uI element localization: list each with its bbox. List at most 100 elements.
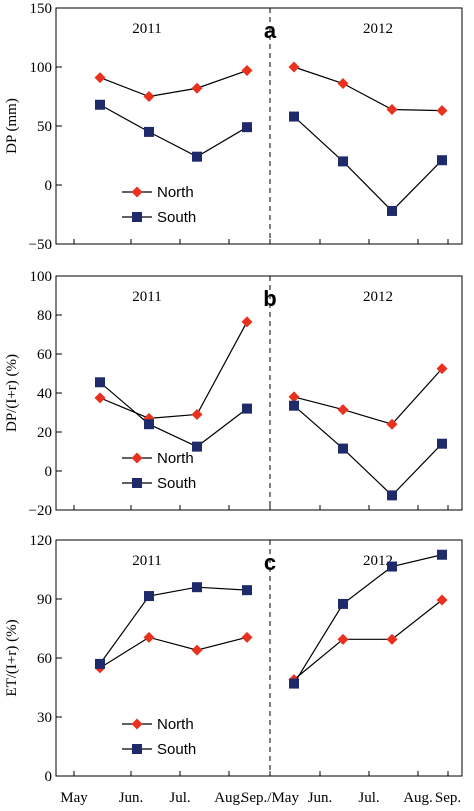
series-line: [99, 69, 248, 98]
y-tick-label: 50: [37, 119, 52, 135]
series-line: [293, 554, 443, 684]
series-line: [293, 405, 443, 497]
year-label: 2011: [132, 553, 161, 569]
legend-entry: South: [157, 209, 196, 226]
series-north: [94, 61, 448, 117]
series-line: [293, 116, 443, 212]
year-label: 2011: [132, 21, 161, 37]
data-point: [387, 490, 397, 501]
year-label: 2012: [363, 553, 393, 569]
data-point: [288, 61, 300, 73]
data-point: [95, 99, 105, 110]
y-tick-label: 90: [37, 592, 52, 608]
series-line: [99, 586, 248, 665]
y-tick-label: 100: [30, 60, 53, 76]
panel-c: 0 30 60 90 120 ET/(I+r) (%) 2011 2012 c North Sout…: [4, 533, 463, 785]
legend-entry: North: [157, 716, 194, 733]
year-label: 2012: [363, 21, 393, 37]
series-line: [293, 599, 443, 681]
data-point: [192, 441, 202, 452]
series-line: [99, 381, 248, 448]
y-tick-label: 60: [37, 651, 52, 667]
data-point: [337, 78, 349, 90]
series-line: [293, 66, 443, 112]
legend-entry: South: [157, 475, 196, 492]
data-point: [191, 408, 203, 420]
y-tick-label: 30: [37, 710, 52, 726]
legend: North South: [122, 450, 196, 492]
data-point: [289, 111, 299, 122]
legend-marker: [132, 744, 142, 754]
data-point: [242, 122, 252, 133]
data-point: [289, 678, 299, 689]
plot-frame: [55, 275, 463, 511]
legend-marker: [132, 478, 142, 488]
data-point: [338, 598, 348, 609]
legend-marker: [131, 452, 143, 464]
data-point: [337, 404, 349, 416]
x-tick-label: Aug.: [214, 790, 244, 806]
year-label: 2011: [132, 289, 161, 305]
data-point: [143, 631, 155, 643]
data-point: [436, 363, 448, 375]
data-point: [386, 633, 398, 645]
series-north: [94, 594, 448, 686]
x-tick-label: Jun.: [119, 790, 144, 806]
y-tick-label: 0: [45, 178, 53, 194]
data-point: [95, 658, 105, 669]
panel-b: −20 0 20 40 60 80 100 DP/(I+r) (%) 2011 2012 b Nort…: [4, 269, 463, 519]
data-point: [94, 72, 106, 84]
data-point: [144, 126, 154, 137]
data-point: [386, 103, 398, 115]
data-point: [337, 633, 349, 645]
y-axis-label: DP/(I+r) (%): [4, 354, 20, 432]
data-point: [191, 644, 203, 656]
data-point: [387, 561, 397, 572]
panel-label: a: [264, 18, 277, 43]
plot-frame: [55, 7, 463, 245]
legend-marker: [132, 212, 142, 222]
data-point: [437, 438, 447, 449]
legend: North South: [122, 184, 196, 226]
series-line: [99, 636, 248, 669]
series-south: [95, 99, 447, 216]
data-point: [192, 582, 202, 593]
y-tick-label: −20: [29, 503, 52, 519]
legend-entry: South: [157, 741, 196, 758]
data-point: [386, 418, 398, 430]
series-line: [99, 321, 248, 419]
y-axis-label: DP (mm): [4, 98, 20, 154]
x-tick-label: Jul.: [358, 790, 379, 806]
x-tick-label: Sep.: [435, 790, 461, 806]
data-point: [144, 419, 154, 430]
data-point: [338, 156, 348, 167]
data-point: [94, 392, 106, 404]
data-point: [436, 105, 448, 117]
y-tick-label: 0: [45, 769, 53, 785]
data-point: [192, 151, 202, 162]
series-north: [94, 316, 448, 430]
series-line: [99, 104, 248, 158]
x-month-labels: May Jun. Jul. Aug.Sep./May Jun. Jul. Aug. Sep.: [60, 790, 461, 806]
data-point: [241, 631, 253, 643]
x-tick-label: Jul.: [169, 790, 190, 806]
data-point: [437, 155, 447, 166]
y-tick-label: −50: [29, 237, 52, 253]
year-label: 2012: [363, 289, 393, 305]
y-tick-label: 80: [37, 308, 52, 324]
series-line: [293, 368, 443, 425]
x-tick-label: Sep./May: [241, 790, 299, 806]
x-tick-label: Jun.: [308, 790, 333, 806]
y-tick-label: 100: [30, 269, 53, 285]
series-south: [95, 549, 447, 689]
series-south: [95, 377, 447, 501]
data-point: [242, 403, 252, 414]
data-point: [289, 400, 299, 411]
y-tick-label: 0: [45, 464, 53, 480]
data-point: [436, 594, 448, 606]
y-tick-label: 60: [37, 347, 52, 363]
panel-label: b: [263, 286, 276, 311]
y-tick-label: 120: [30, 533, 53, 549]
data-point: [191, 82, 203, 94]
